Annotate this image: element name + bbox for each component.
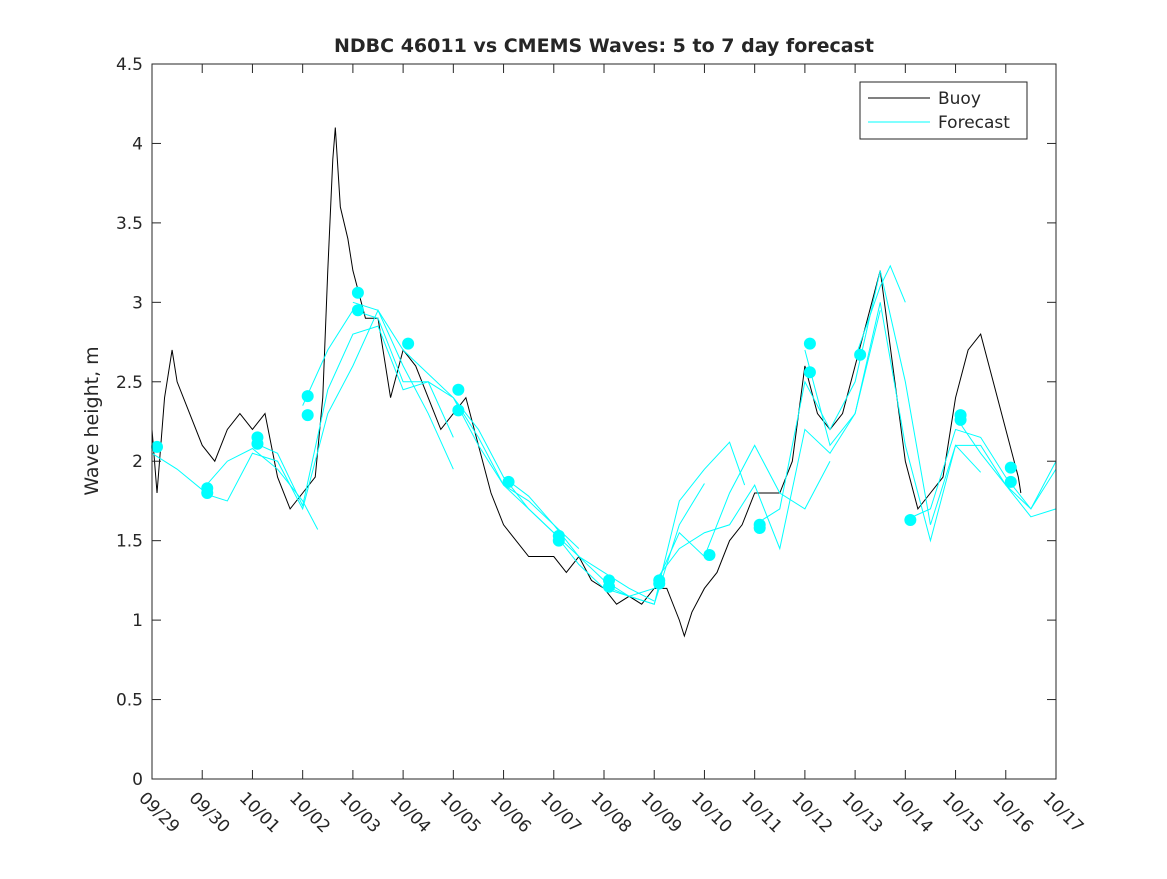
forecast-series-line-9 — [754, 270, 982, 526]
forecast-point-10 — [452, 383, 465, 396]
legend-buoy-label: Buoy — [938, 89, 981, 109]
forecast-series-line-2 — [252, 325, 454, 508]
forecast-point-24 — [854, 348, 867, 361]
legend-box — [859, 81, 1028, 140]
forecast-point-21 — [753, 521, 766, 534]
forecast-point-18 — [653, 577, 666, 590]
forecast-point-4 — [251, 437, 264, 450]
forecast-point-28 — [1004, 461, 1017, 474]
y-tick-label: 1.5 — [116, 532, 143, 552]
forecast-point-22 — [803, 337, 816, 350]
forecast-point-27 — [954, 413, 967, 426]
y-tick-label: 3.5 — [116, 214, 143, 234]
forecast-series-line-11 — [854, 264, 906, 359]
forecast-point-5 — [301, 390, 314, 403]
legend-forecast-label: Forecast — [938, 113, 1010, 133]
y-tick-label: 4.5 — [116, 55, 143, 75]
y-tick-label: 2.5 — [116, 373, 143, 393]
forecast-point-6 — [301, 409, 314, 422]
y-tick-label: 1 — [132, 611, 143, 631]
y-tick-label: 2 — [132, 452, 143, 472]
buoy-series-line — [151, 127, 1022, 638]
forecast-point-19 — [703, 548, 716, 561]
forecast-series-line-10 — [804, 302, 1057, 543]
forecast-point-7 — [351, 286, 364, 299]
forecast-point-0 — [151, 440, 164, 453]
forecast-point-9 — [402, 337, 415, 350]
forecast-point-23 — [803, 366, 816, 379]
forecast-point-16 — [603, 580, 616, 593]
forecast-series-line-7 — [603, 444, 831, 597]
forecast-point-12 — [502, 475, 515, 488]
forecast-point-25 — [904, 514, 917, 527]
forecast-point-14 — [552, 534, 565, 547]
y-tick-label: 0 — [132, 770, 143, 790]
forecast-point-29 — [1004, 475, 1017, 488]
forecast-series-line-0 — [151, 447, 319, 530]
y-tick-label: 4 — [132, 134, 143, 154]
forecast-point-2 — [201, 482, 214, 495]
legend: Buoy Forecast — [859, 81, 1028, 140]
forecast-point-8 — [351, 304, 364, 317]
y-tick-label: 3 — [132, 293, 143, 313]
plot-area — [151, 127, 1057, 638]
y-axis-label: Wave height, m — [81, 346, 103, 495]
y-tick-label: 0.5 — [116, 691, 143, 711]
forecast-point-11 — [452, 404, 465, 417]
chart-title: NDBC 46011 vs CMEMS Waves: 5 to 7 day fo… — [334, 35, 874, 57]
forecast-series-line-3 — [302, 309, 580, 549]
